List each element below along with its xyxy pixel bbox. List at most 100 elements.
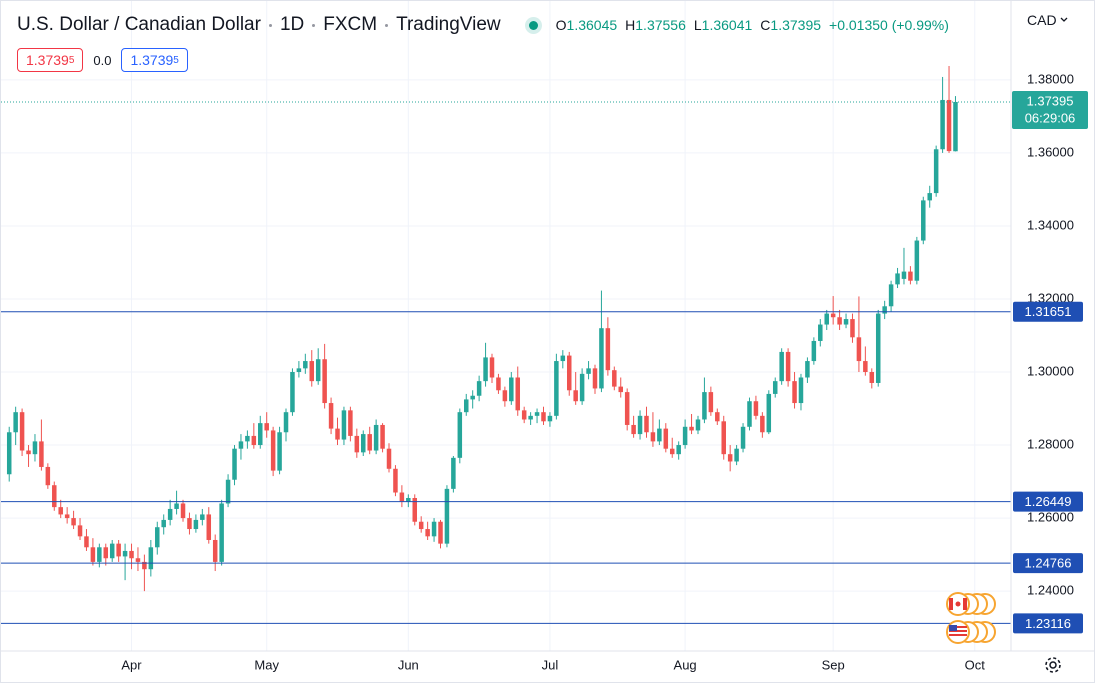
symbol: U.S. Dollar / Canadian Dollar bbox=[17, 14, 261, 35]
countdown: 06:29:06 bbox=[1025, 110, 1076, 125]
candle-body bbox=[895, 273, 900, 285]
candle-body bbox=[84, 536, 89, 548]
candle-body bbox=[747, 401, 752, 427]
price-label: 1.31651 bbox=[1025, 304, 1072, 319]
candle-body bbox=[682, 426, 688, 446]
buy-price: 1.3739 bbox=[130, 52, 174, 68]
candle-body bbox=[650, 432, 656, 442]
candle-body bbox=[328, 403, 334, 429]
candle-body bbox=[586, 368, 591, 374]
candle-body bbox=[476, 381, 482, 396]
candle-body bbox=[534, 412, 540, 416]
ohlc-legend: O1.36045 H1.37556 L1.36041 C1.37395 bbox=[556, 17, 821, 33]
candle-body bbox=[805, 361, 810, 378]
ohlc-value: 1.36045 bbox=[566, 17, 618, 33]
x-tick-label: Jul bbox=[542, 657, 559, 672]
candle-body bbox=[695, 419, 701, 431]
last-price-box bbox=[1012, 90, 1088, 129]
source: TradingView bbox=[396, 14, 501, 35]
plot: Apr May Jun Jul Aug Sep Oct 1.24000 1.26000 1.280… bbox=[1, 1, 1088, 672]
candle-body bbox=[798, 377, 804, 404]
candle-body bbox=[509, 377, 514, 402]
event-icons bbox=[946, 592, 996, 644]
candle-body bbox=[348, 410, 353, 436]
candle-body bbox=[129, 550, 134, 559]
buy-button[interactable]: 1.3739 5 bbox=[121, 48, 188, 72]
candle-body bbox=[496, 377, 501, 391]
candle-body bbox=[946, 99, 952, 152]
price-label-box bbox=[1013, 301, 1083, 322]
candle-body bbox=[933, 149, 939, 194]
candle-body bbox=[702, 392, 707, 420]
candle-body bbox=[515, 377, 521, 411]
candle-body bbox=[715, 412, 720, 422]
candle-body bbox=[77, 525, 83, 537]
candle-body bbox=[200, 514, 205, 520]
candle-body bbox=[116, 543, 121, 557]
candle-body bbox=[135, 558, 141, 562]
candle-body bbox=[361, 434, 366, 453]
candle-body bbox=[631, 424, 636, 435]
candle-body bbox=[399, 492, 405, 502]
candle-body bbox=[869, 372, 875, 383]
currency-selector[interactable]: CAD bbox=[1027, 12, 1068, 28]
change: +0.01350 (+0.99%) bbox=[829, 17, 949, 33]
candle-body bbox=[573, 390, 578, 402]
candle-body bbox=[921, 200, 926, 241]
candle-body bbox=[122, 550, 128, 557]
candle-body bbox=[843, 319, 849, 325]
y-tick-label: 1.38000 bbox=[1027, 71, 1074, 86]
last-price-label: 1.37395 bbox=[1027, 93, 1074, 108]
spread: 0.0 bbox=[93, 52, 112, 68]
x-tick-label: Jun bbox=[398, 657, 419, 672]
interval[interactable]: 1D bbox=[279, 14, 305, 35]
y-tick-label: 1.32000 bbox=[1027, 290, 1074, 305]
candle-body bbox=[779, 351, 784, 382]
candle-body bbox=[109, 543, 115, 559]
candle-body bbox=[309, 361, 315, 382]
candle-body bbox=[232, 448, 237, 480]
candle-body bbox=[251, 435, 257, 446]
candle-body bbox=[406, 497, 411, 502]
candle-body bbox=[753, 401, 759, 416]
candle-body bbox=[624, 392, 630, 425]
x-tick-label: Aug bbox=[674, 657, 697, 672]
y-tick-label: 1.28000 bbox=[1027, 436, 1074, 451]
candle-body bbox=[708, 392, 714, 413]
y-tick-label: 1.26000 bbox=[1027, 510, 1074, 525]
x-tick-label: Apr bbox=[121, 657, 142, 672]
candle-body bbox=[13, 412, 18, 433]
candle-body bbox=[727, 454, 733, 462]
candle-body bbox=[315, 359, 321, 382]
candle-body bbox=[637, 415, 643, 435]
candle-body bbox=[489, 357, 495, 378]
ohlc-key: C bbox=[760, 17, 771, 33]
settings-icon[interactable] bbox=[1045, 657, 1061, 673]
candle-body bbox=[167, 508, 173, 520]
candle-body bbox=[354, 435, 360, 453]
candle-body bbox=[393, 468, 398, 493]
candle-body bbox=[277, 432, 282, 471]
candle-body bbox=[71, 518, 76, 526]
candle-body bbox=[32, 441, 38, 455]
candle-body bbox=[599, 328, 604, 389]
sell-button[interactable]: 1.3739 5 bbox=[17, 48, 84, 72]
candle-body bbox=[457, 412, 463, 458]
candle-body bbox=[90, 547, 96, 562]
candle-body bbox=[901, 271, 907, 279]
candle-body bbox=[258, 423, 263, 446]
candle-body bbox=[772, 381, 778, 394]
candle-body bbox=[174, 503, 179, 509]
candle-body bbox=[64, 514, 70, 519]
ohlc-key: O bbox=[555, 17, 567, 33]
price-label: 1.24766 bbox=[1025, 556, 1072, 571]
price-label-box bbox=[1013, 553, 1083, 574]
candle-body bbox=[856, 337, 862, 362]
candle-body bbox=[740, 426, 746, 449]
candle-body bbox=[875, 313, 881, 383]
candle-body bbox=[39, 441, 44, 467]
candle-body bbox=[721, 421, 726, 455]
candle-body bbox=[206, 514, 212, 540]
candle-body bbox=[792, 381, 797, 404]
